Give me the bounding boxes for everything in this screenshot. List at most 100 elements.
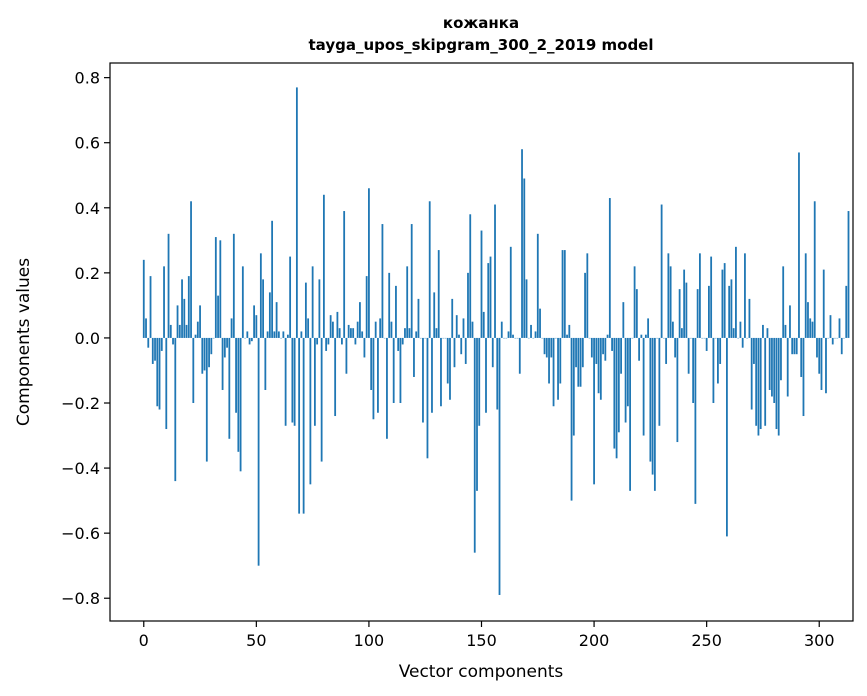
bar — [660, 204, 663, 338]
bar — [735, 246, 737, 338]
bar — [250, 337, 253, 342]
bar — [726, 337, 728, 537]
bar — [196, 321, 199, 338]
bar — [771, 337, 773, 397]
bar — [275, 302, 278, 338]
bar — [401, 337, 404, 345]
bar — [642, 337, 645, 436]
bar — [847, 211, 850, 338]
bar — [325, 337, 328, 351]
bar — [557, 337, 559, 400]
bar — [370, 337, 373, 390]
bar — [473, 337, 476, 553]
bar — [426, 337, 429, 459]
bar — [530, 324, 532, 338]
bar — [543, 337, 546, 355]
bar — [241, 266, 244, 338]
bar — [381, 224, 384, 338]
bar — [417, 298, 420, 338]
bar — [478, 337, 481, 426]
bar — [559, 337, 562, 384]
bar — [831, 337, 834, 345]
bar — [329, 315, 332, 338]
bar — [818, 337, 821, 374]
bar — [145, 318, 147, 338]
bar — [575, 337, 577, 368]
bar — [816, 337, 818, 358]
y-tick-label: −0.2 — [61, 394, 100, 413]
bar — [208, 337, 210, 368]
bar — [361, 331, 364, 338]
bar — [798, 152, 800, 338]
bar — [811, 321, 814, 338]
bar — [744, 253, 746, 338]
y-tick-label: 0.2 — [75, 264, 100, 283]
bar — [539, 308, 541, 338]
bar — [437, 250, 440, 338]
bar — [602, 337, 604, 355]
bar — [717, 337, 719, 384]
bar — [590, 337, 593, 358]
bar — [300, 331, 303, 338]
y-tick-label: 0.6 — [75, 134, 100, 153]
bar — [282, 331, 285, 338]
bar — [719, 337, 722, 364]
bar — [187, 276, 190, 338]
bar — [789, 305, 791, 338]
y-tick-label: −0.4 — [61, 459, 100, 478]
bar — [674, 337, 677, 358]
bar — [606, 334, 609, 338]
bar — [199, 305, 201, 338]
bar — [345, 337, 348, 374]
bar — [307, 318, 310, 338]
bar — [246, 331, 249, 338]
bar — [316, 337, 319, 345]
bar — [755, 337, 758, 426]
bar — [795, 337, 798, 355]
bar — [311, 266, 314, 338]
bar — [379, 318, 382, 338]
bar — [169, 324, 172, 338]
bar — [604, 337, 607, 361]
bar — [584, 272, 586, 338]
bar — [786, 337, 789, 397]
bar — [840, 337, 843, 355]
bar — [793, 337, 796, 355]
bar — [395, 285, 397, 338]
bar — [741, 337, 744, 348]
bar — [295, 87, 298, 338]
bar — [626, 337, 629, 407]
x-tick-label: 200 — [579, 631, 610, 650]
bar — [651, 337, 654, 475]
bar — [253, 305, 255, 338]
bar — [413, 337, 415, 377]
bar — [545, 337, 548, 358]
bar — [676, 337, 679, 443]
bar — [593, 337, 595, 485]
bar — [494, 204, 496, 338]
bar — [194, 334, 197, 338]
y-tick-label: 0.4 — [75, 199, 100, 218]
bar — [579, 337, 582, 387]
bar — [350, 328, 352, 338]
bar — [723, 263, 726, 338]
bar — [595, 337, 598, 364]
bar — [259, 253, 262, 338]
bar — [692, 337, 695, 403]
bar — [699, 253, 701, 338]
bar — [248, 337, 251, 345]
bar — [775, 337, 778, 430]
bar — [777, 337, 780, 436]
bar — [683, 269, 686, 338]
bar — [807, 302, 809, 338]
bar — [185, 324, 188, 338]
bar — [608, 198, 611, 338]
bar — [302, 337, 305, 514]
bar — [665, 337, 668, 364]
bar — [266, 331, 269, 338]
bar — [694, 337, 697, 504]
bar — [257, 337, 260, 566]
bar — [262, 279, 264, 338]
bar — [453, 337, 456, 368]
bar — [219, 240, 222, 338]
